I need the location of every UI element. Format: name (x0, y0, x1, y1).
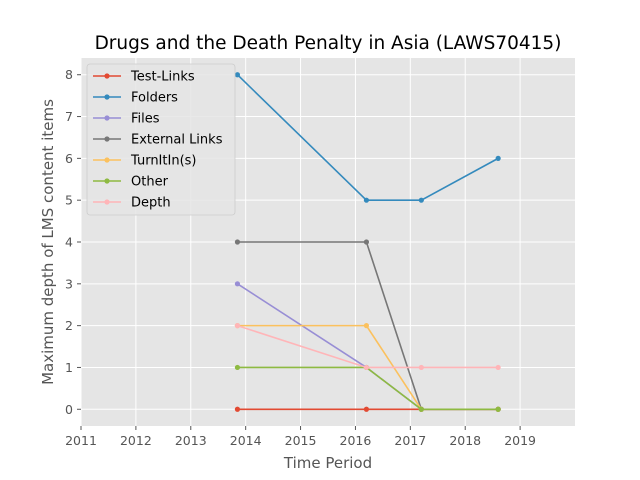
data-point-folders (234, 72, 241, 78)
legend-marker-turnitin-s (104, 157, 110, 163)
x-tick-label: 2017 (394, 433, 426, 448)
y-tick-label: 5 (65, 193, 73, 208)
data-series (234, 72, 501, 412)
data-point-other (234, 364, 241, 371)
data-point-other (495, 406, 501, 412)
data-point-test-links (363, 406, 370, 412)
legend-marker-test-links (104, 73, 110, 79)
x-tick-label: 2012 (120, 433, 152, 448)
data-point-external-links (234, 239, 241, 245)
y-tick-label: 2 (65, 318, 73, 333)
data-point-folders (495, 155, 501, 161)
data-point-other (418, 406, 424, 412)
legend-label-depth: Depth (131, 196, 171, 211)
y-axis-label: Maximum depth of LMS content items (39, 99, 57, 385)
legend-label-folders: Folders (131, 91, 178, 106)
chart-title: Drugs and the Death Penalty in Asia (LAW… (95, 33, 562, 54)
data-point-test-links (234, 406, 241, 412)
x-tick-label: 2011 (65, 433, 97, 448)
legend-label-test-links: Test-Links (130, 70, 195, 85)
y-tick-label: 8 (65, 67, 73, 82)
x-tick-label: 2015 (285, 433, 317, 448)
y-tick-label: 6 (65, 151, 73, 166)
x-axis-ticks: 2011 2012 2013 2014 2015 2016 2017 2018 2019 (65, 426, 536, 448)
legend-marker-files (104, 115, 110, 121)
data-point-external-links (363, 239, 370, 245)
legend-label-turnitin-s: TurnItIn(s) (130, 154, 196, 169)
y-axis-ticks: 0 1 2 3 4 5 6 7 8 (65, 67, 81, 417)
data-point-folders (363, 197, 370, 203)
legend-marker-folders (104, 94, 110, 100)
legend-marker-depth (104, 199, 110, 205)
data-point-depth (363, 364, 370, 371)
legend-box (86, 63, 236, 216)
x-tick-label: 2018 (449, 433, 481, 448)
legend-label-external-links: External Links (131, 133, 223, 148)
x-axis-label: Time Period (283, 454, 372, 472)
data-point-folders (418, 197, 424, 203)
x-tick-label: 2014 (230, 433, 262, 448)
series-line-folders (236, 74, 499, 201)
y-tick-label: 7 (65, 109, 73, 124)
data-point-depth (495, 364, 501, 371)
data-point-depth (234, 323, 241, 329)
legend: Test-Links Folders Files External Links Turn… (86, 63, 236, 216)
legend-marker-external-links (104, 136, 110, 142)
y-tick-label: 4 (65, 235, 73, 250)
data-point-files (234, 281, 241, 287)
data-point-turnitin-s (363, 323, 370, 329)
x-tick-label: 2013 (175, 433, 207, 448)
series-line-depth (237, 324, 499, 369)
legend-label-files: Files (131, 112, 160, 127)
legend-marker-other (104, 178, 110, 184)
x-tick-label: 2016 (340, 433, 372, 448)
y-tick-label: 1 (65, 360, 73, 375)
data-point-depth (418, 364, 424, 371)
legend-label-other: Other (131, 175, 169, 190)
y-tick-label: 0 (65, 402, 73, 417)
x-tick-label: 2019 (504, 433, 536, 448)
y-tick-label: 3 (65, 276, 73, 291)
series-line-other (237, 366, 499, 411)
